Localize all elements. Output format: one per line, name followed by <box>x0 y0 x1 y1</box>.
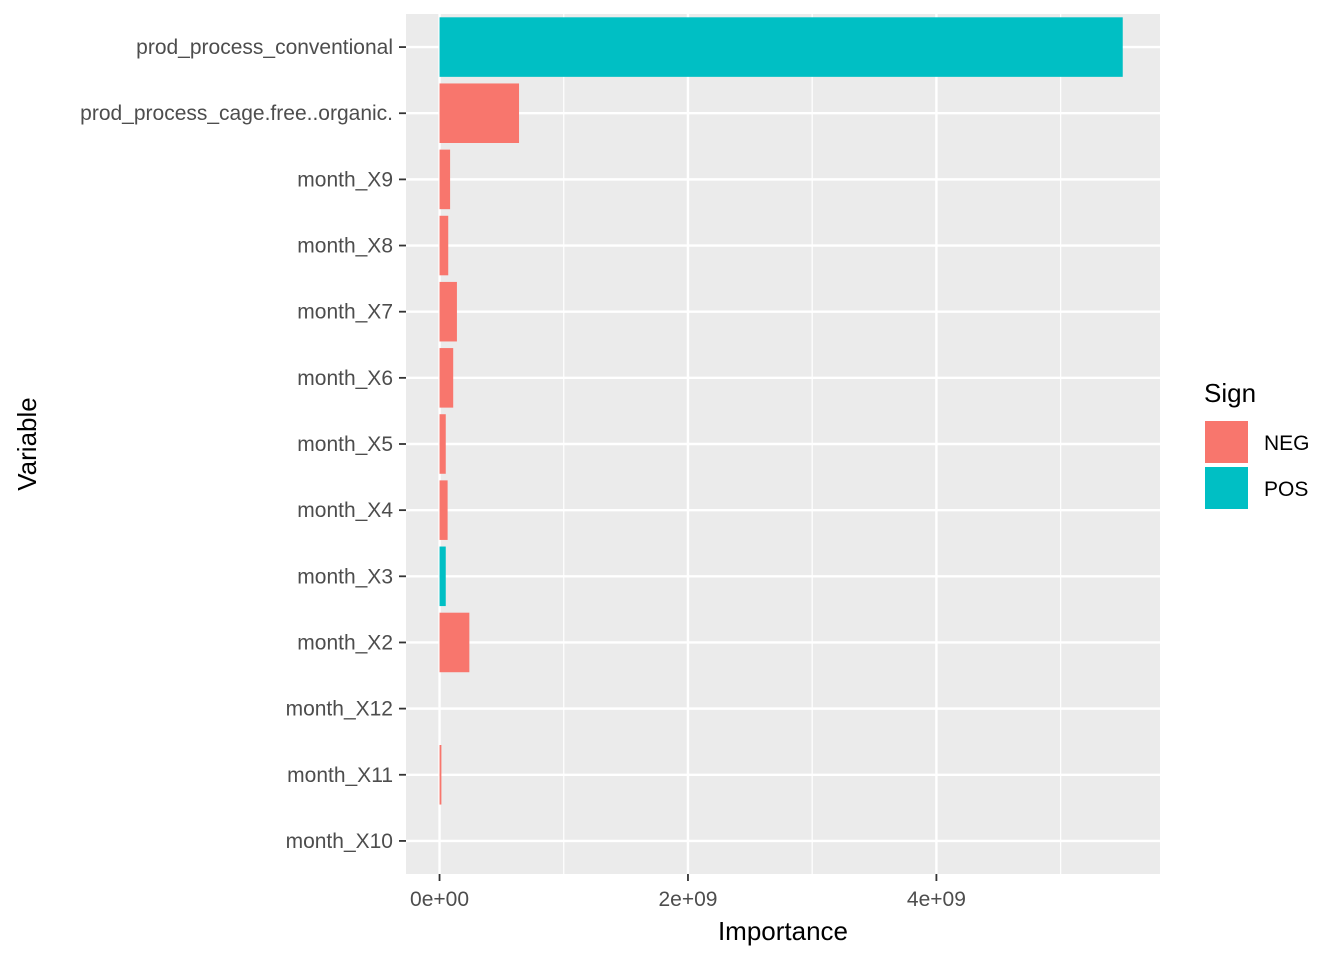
bar-month_X5 <box>439 414 446 474</box>
x-tick-label: 2e+09 <box>658 888 717 911</box>
y-axis-title: Variable <box>12 397 42 490</box>
legend-label-pos: POS <box>1264 478 1308 501</box>
y-tick-label: month_X6 <box>297 367 393 390</box>
x-axis-title: Importance <box>718 916 848 946</box>
bar-prod_process_conventional <box>439 17 1123 77</box>
y-tick-label: month_X5 <box>297 433 393 456</box>
y-tick-label: month_X3 <box>297 565 393 588</box>
y-tick-label: month_X2 <box>297 631 393 654</box>
bar-month_X6 <box>439 348 454 408</box>
y-tick-label: month_X4 <box>297 499 393 522</box>
x-axis: 0e+00 2e+09 4e+09 <box>410 874 966 911</box>
bar-month_X8 <box>439 215 449 276</box>
bar-month_X3 <box>439 546 446 607</box>
y-tick-label: prod_process_cage.free..organic. <box>80 102 393 125</box>
legend-swatch-neg <box>1205 421 1248 463</box>
bars <box>439 17 1123 805</box>
bar-month_X9 <box>439 149 451 210</box>
y-tick-label: month_X12 <box>286 698 393 721</box>
x-tick-label: 0e+00 <box>410 888 469 911</box>
bar-month_X11 <box>439 745 442 805</box>
major-gridlines <box>406 14 1160 874</box>
y-axis: prod_process_conventional prod_process_ca… <box>80 36 406 853</box>
legend-label-neg: NEG <box>1264 432 1310 455</box>
bar-prod_process_cage.free..organic. <box>439 83 520 143</box>
y-tick-label: month_X9 <box>297 168 393 191</box>
legend-title: Sign <box>1204 378 1256 408</box>
bar-month_X4 <box>439 480 448 540</box>
bar-month_X7 <box>439 281 457 342</box>
bar-month_X2 <box>439 612 470 673</box>
y-tick-label: month_X10 <box>286 830 393 853</box>
legend-swatch-pos <box>1205 467 1248 509</box>
y-tick-label: prod_process_conventional <box>136 36 393 59</box>
x-tick-label: 4e+09 <box>907 888 966 911</box>
legend: Sign NEG POS <box>1204 378 1310 509</box>
y-tick-label: month_X8 <box>297 235 393 258</box>
y-tick-label: month_X7 <box>297 301 393 324</box>
y-tick-label: month_X11 <box>287 764 393 787</box>
